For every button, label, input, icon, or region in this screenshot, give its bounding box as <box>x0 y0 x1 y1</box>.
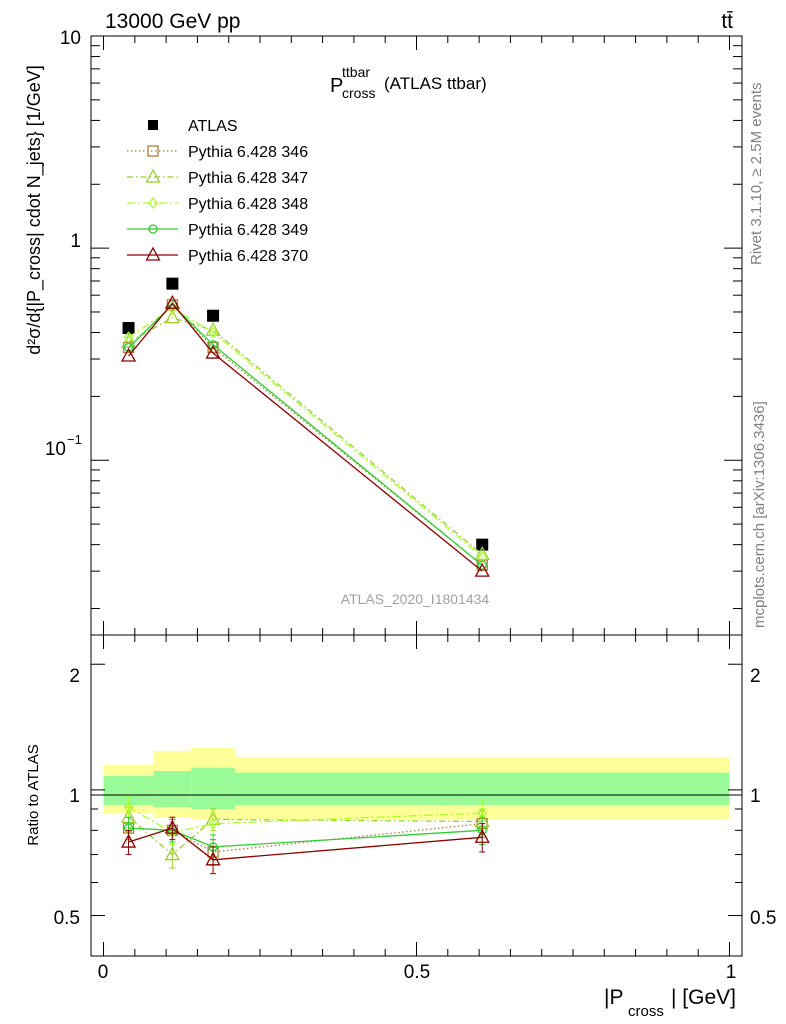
ratio-point <box>164 819 180 834</box>
ratio-tick-label-1-left: 1 <box>69 786 80 807</box>
ratio-point <box>123 800 134 814</box>
ratio-y-axis-label: Ratio to ATLAS <box>25 744 42 845</box>
series-line-4 <box>128 303 483 566</box>
ratio-uncertainty-bands <box>103 747 730 820</box>
ratio-inner-band <box>234 772 730 806</box>
data-point <box>205 321 221 336</box>
data-point <box>474 545 490 561</box>
data-point <box>205 344 221 359</box>
mcplots-label: mcplots.cern.ch [arXiv:1306.3436] <box>751 401 768 628</box>
legend-label-atlas: ATLAS <box>188 118 238 135</box>
data-point <box>208 326 218 339</box>
data-point <box>477 550 488 563</box>
data-point <box>122 322 135 335</box>
series-line-3 <box>128 307 483 558</box>
ratio-tick-label-2-left: 2 <box>69 666 80 687</box>
ratio-point <box>120 833 137 848</box>
legend-label-370: Pythia 6.428 370 <box>188 248 308 265</box>
data-point <box>207 309 220 322</box>
process-label: tt̄ <box>721 10 733 33</box>
ratio-tick-label-0.5-left: 0.5 <box>54 908 80 929</box>
ratio-point <box>208 817 218 830</box>
ratio-point <box>164 846 180 861</box>
plot-title-subscript: cross <box>342 85 375 101</box>
data-point <box>476 559 488 571</box>
data-point <box>474 562 490 577</box>
data-point <box>477 560 487 570</box>
data-point <box>120 347 137 362</box>
main-y-ticks <box>91 35 742 609</box>
data-point <box>166 277 179 290</box>
ratio-tick-label-0.5-right: 0.5 <box>750 908 776 929</box>
ratio-tick-label-2-right: 2 <box>750 666 761 687</box>
ratio-tick-label-1-right: 1 <box>750 786 761 807</box>
ratio-point <box>205 851 221 866</box>
x-axis-label: |P <box>604 986 623 1009</box>
legend-label-348: Pythia 6.428 348 <box>188 196 308 213</box>
ratio-y-ticks <box>91 663 742 917</box>
x-axis-label-suffix: | [GeV] <box>671 986 736 1009</box>
ratio-series-layer <box>120 796 490 875</box>
legend-marker <box>148 196 158 210</box>
plot-title: P <box>330 75 343 97</box>
legend-marker <box>148 120 158 130</box>
legend-label-347: Pythia 6.428 347 <box>188 170 308 187</box>
ratio-line-3 <box>128 806 483 834</box>
x-tick-label-1: 1 <box>726 962 737 983</box>
ratio-point <box>474 828 490 843</box>
series-line-1 <box>128 303 483 566</box>
ratio-line-1 <box>128 823 483 853</box>
energy-label: 13000 GeV pp <box>105 10 240 33</box>
legend-label-346: Pythia 6.428 346 <box>188 144 308 161</box>
plot-title-superscript: ttbar <box>342 64 370 80</box>
main-series-layer <box>120 277 490 577</box>
ratio-line-5 <box>128 827 483 861</box>
x-axis-label-subscript: cross <box>628 1003 664 1020</box>
x-tick-label-0.5: 0.5 <box>404 962 430 983</box>
plot-title-suffix: (ATLAS ttbar) <box>384 74 487 93</box>
series-line-2 <box>128 316 483 555</box>
legend-marker <box>145 168 161 183</box>
main-y-axis-label: d²σ/d{|P_cross| cdot N_jets} [1/GeV] <box>24 65 45 355</box>
data-point <box>164 309 180 324</box>
ratio-inner-band <box>191 767 235 809</box>
x-tick-label-0: 0 <box>98 962 109 983</box>
legend-marker <box>147 145 159 157</box>
data-point <box>123 331 134 344</box>
ratio-line-2 <box>128 816 483 856</box>
ratio-line-4 <box>128 827 483 848</box>
x-ticks <box>103 36 730 956</box>
data-point <box>164 294 180 309</box>
series-line-5 <box>128 302 483 572</box>
y-tick-label-10: 10 <box>60 28 81 49</box>
data-point <box>208 340 218 350</box>
data-point <box>476 538 489 551</box>
legend: ATLAS Pythia 6.428 346 Pythia 6.428 347 … <box>127 118 308 265</box>
legend-marker <box>148 224 158 234</box>
y-tick-label-1: 1 <box>70 231 81 252</box>
y-tick-label-0.1: 10 <box>45 439 66 460</box>
rivet-version-label: Rivet 3.1.10, ≥ 2.5M events <box>748 83 765 266</box>
ratio-inner-band <box>153 770 192 807</box>
legend-label-349: Pythia 6.428 349 <box>188 222 308 239</box>
y-tick-label-0.1-exponent: −1 <box>67 432 82 447</box>
analysis-id-label: ATLAS_2020_I1801434 <box>341 591 490 607</box>
legend-marker <box>145 246 161 261</box>
data-point <box>123 342 134 353</box>
